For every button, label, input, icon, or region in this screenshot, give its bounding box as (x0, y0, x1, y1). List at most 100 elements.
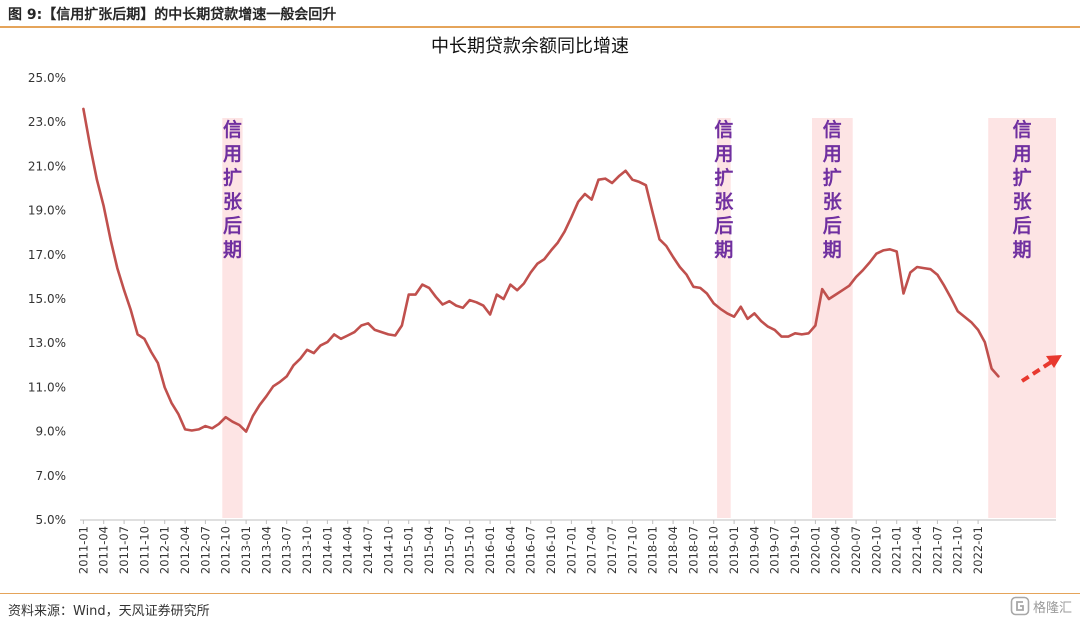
series-layer (82, 107, 1000, 433)
data-point (855, 276, 858, 279)
y-tick-label: 21.0% (28, 159, 66, 173)
x-axis: 2011-01 2011-04 2011-07 2011-10 2012-01 2012-… (76, 519, 1056, 574)
data-point (353, 331, 356, 334)
data-point (550, 249, 553, 252)
y-tick-label: 17.0% (28, 248, 66, 262)
data-point (807, 332, 810, 335)
x-tick-label: 2011-10 (137, 526, 151, 574)
data-point (821, 288, 824, 291)
x-tick-label: 2019-01 (727, 526, 741, 574)
x-tick-label: 2012-04 (178, 526, 192, 574)
x-tick-label: 2018-04 (666, 526, 680, 574)
data-point (441, 303, 444, 306)
data-point (204, 425, 207, 428)
data-point (374, 329, 377, 332)
data-point (89, 145, 92, 148)
data-point (868, 261, 871, 264)
data-point (638, 181, 641, 184)
data-point (719, 308, 722, 311)
x-tick-label: 2011-04 (97, 526, 111, 574)
data-point (387, 333, 390, 336)
data-point (984, 341, 987, 344)
x-tick-label: 2021-10 (951, 526, 965, 574)
x-tick-label: 2011-01 (76, 526, 90, 574)
data-point (279, 381, 282, 384)
data-point (191, 429, 194, 432)
data-point (970, 321, 973, 324)
data-point (285, 375, 288, 378)
y-tick-label: 23.0% (28, 115, 66, 129)
data-point (468, 299, 471, 302)
x-tick-label: 2018-01 (646, 526, 660, 574)
x-tick-label: 2017-07 (605, 526, 619, 574)
x-tick-label: 2015-04 (422, 526, 436, 574)
data-point (909, 271, 912, 274)
x-tick-label: 2020-01 (808, 526, 822, 574)
data-point (801, 333, 804, 336)
data-point (584, 193, 587, 196)
data-point (787, 335, 790, 338)
data-point (990, 367, 993, 370)
data-point (123, 289, 126, 292)
data-point (651, 212, 654, 215)
x-tick-label: 2014-10 (381, 526, 395, 574)
data-point (163, 386, 166, 389)
data-point (733, 315, 736, 318)
arrow-layer (1020, 355, 1062, 383)
data-point (780, 335, 783, 338)
data-point (509, 283, 512, 286)
data-point (177, 413, 180, 416)
data-point (102, 205, 105, 208)
data-point (726, 312, 729, 315)
data-point (143, 338, 146, 341)
series-line-1 (82, 107, 1000, 433)
x-tick-label: 2011-07 (117, 526, 131, 574)
band-layer: 信用扩张后期 信用扩张后期 信用扩张后期 信用扩张后期 (222, 118, 1056, 518)
data-point (197, 428, 200, 431)
data-point (882, 249, 885, 252)
data-point (936, 273, 939, 276)
data-point (929, 268, 932, 271)
data-point (475, 301, 478, 304)
x-tick-label: 2014-01 (320, 526, 334, 574)
top-divider (0, 26, 1080, 28)
data-point (950, 297, 953, 300)
up-right-arrow-icon (1020, 355, 1062, 383)
data-point (570, 216, 573, 219)
data-point (685, 273, 688, 276)
credit-band-label: 信用扩张后期 (1013, 118, 1033, 261)
data-point (184, 428, 187, 431)
data-point (516, 289, 519, 292)
x-tick-label: 2014-04 (341, 526, 355, 574)
x-tick-label: 2020-04 (829, 526, 843, 574)
data-point (529, 271, 532, 274)
data-point (658, 238, 661, 241)
credit-band-label: 信用扩张后期 (823, 118, 843, 261)
data-point (902, 292, 905, 295)
data-point (618, 175, 621, 178)
data-point (875, 252, 878, 255)
x-tick-label: 2018-07 (686, 526, 700, 574)
data-point (496, 293, 499, 296)
x-tick-label: 2019-07 (768, 526, 782, 574)
x-tick-label: 2012-01 (158, 526, 172, 574)
y-tick-label: 19.0% (28, 204, 66, 218)
x-tick-label: 2014-07 (361, 526, 375, 574)
data-point (841, 289, 844, 292)
y-tick-label: 9.0% (36, 425, 67, 439)
x-tick-label: 2012-10 (219, 526, 233, 574)
x-tick-label: 2012-07 (198, 526, 212, 574)
data-point (340, 338, 343, 341)
data-point (130, 309, 133, 312)
line-chart: 信用扩张后期 信用扩张后期 信用扩张后期 信用扩张后期 中长期贷款余额同比增速 5.0… (28, 36, 1062, 574)
data-point (299, 357, 302, 360)
data-point (706, 292, 709, 295)
data-point (590, 198, 593, 201)
data-point (401, 324, 404, 327)
data-point (895, 250, 898, 253)
data-point (997, 375, 1000, 378)
x-tick-label: 2016-07 (524, 526, 538, 574)
data-point (563, 230, 566, 233)
credit-band-2 (717, 118, 731, 518)
y-tick-label: 7.0% (36, 469, 67, 483)
